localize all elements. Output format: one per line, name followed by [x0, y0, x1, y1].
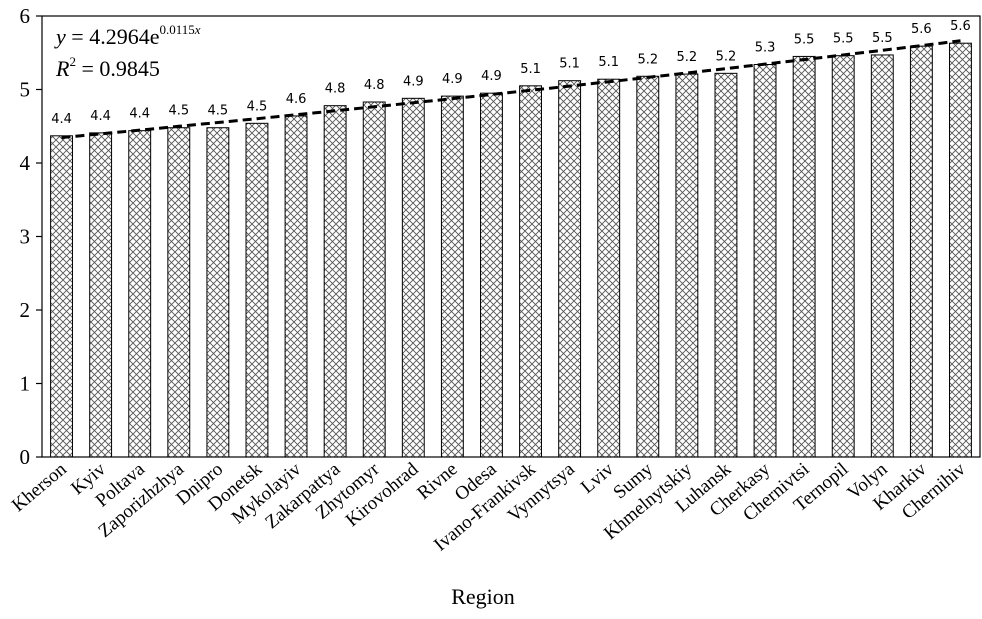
y-tick-label: 2 — [20, 298, 31, 322]
bar — [870, 54, 894, 458]
bar — [50, 135, 73, 458]
bar — [401, 97, 425, 458]
r2-text: R2 = 0.9845 — [55, 54, 160, 81]
bar — [949, 42, 972, 458]
trend-line — [61, 39, 961, 140]
bar — [831, 55, 855, 458]
value-label: 5.6 — [911, 22, 932, 37]
eq-sign: = — [66, 24, 89, 49]
value-label: 4.5 — [168, 104, 189, 119]
bar — [206, 127, 230, 458]
y-tick-label: 6 — [20, 4, 31, 28]
value-label: 4.9 — [403, 74, 424, 89]
value-label: 4.8 — [325, 82, 346, 97]
value-label: 5.6 — [950, 19, 971, 34]
x-tick-label: Lviv — [577, 458, 618, 497]
r2-sign: = — [76, 56, 99, 81]
x-axis-title: Region — [451, 584, 515, 609]
bar — [675, 73, 699, 458]
eq-var: x — [194, 22, 201, 37]
eq-lhs: y — [54, 24, 66, 49]
value-label: 5.5 — [794, 32, 815, 47]
bar — [440, 95, 464, 458]
trend-equation: y = 4.2964e0.0115x — [54, 22, 201, 49]
bar — [558, 80, 582, 458]
value-label: 5.2 — [637, 52, 658, 67]
bar — [167, 127, 191, 458]
value-label: 5.5 — [833, 32, 854, 47]
bar — [792, 55, 816, 458]
bar — [362, 101, 386, 458]
eq-base: e — [150, 24, 160, 49]
value-label: 4.8 — [364, 78, 385, 93]
r2-symbol: R — [55, 56, 70, 81]
value-label: 4.4 — [129, 107, 150, 122]
r2-value: 0.9845 — [99, 56, 160, 81]
value-label: 4.9 — [481, 69, 502, 84]
y-tick-label: 1 — [20, 372, 31, 396]
x-tick-label: Kherson — [8, 458, 71, 516]
bar — [753, 64, 777, 458]
bar — [519, 85, 542, 458]
bar — [128, 130, 152, 458]
value-label: 5.5 — [872, 31, 893, 46]
bar — [480, 92, 503, 458]
value-label: 4.6 — [286, 92, 307, 107]
value-label: 5.2 — [677, 50, 698, 65]
y-tick-label: 4 — [20, 151, 31, 175]
bar — [909, 45, 933, 458]
value-label: 4.4 — [51, 112, 72, 127]
value-label: 5.3 — [755, 41, 776, 56]
value-label: 4.4 — [90, 109, 111, 124]
eq-b: 0.0115 — [159, 22, 194, 37]
bar — [245, 122, 269, 458]
value-label: 5.1 — [598, 55, 619, 70]
bar — [89, 132, 113, 458]
y-tick-label: 3 — [20, 225, 31, 249]
bar — [597, 78, 621, 458]
value-label: 4.5 — [247, 99, 268, 114]
value-label: 4.5 — [208, 104, 229, 119]
bar — [284, 115, 308, 458]
value-label: 5.1 — [520, 62, 541, 77]
bar — [714, 72, 738, 458]
bar — [636, 75, 660, 458]
y-tick-label: 0 — [20, 445, 31, 469]
value-label: 5.1 — [559, 57, 580, 72]
bar — [323, 105, 347, 458]
x-tick-label: Rivne — [413, 459, 461, 504]
value-label: 5.2 — [716, 49, 737, 64]
r2-power: 2 — [69, 54, 76, 69]
y-tick-label: 5 — [20, 78, 31, 102]
value-label: 4.9 — [442, 72, 463, 87]
eq-a: 4.2964 — [89, 24, 150, 49]
